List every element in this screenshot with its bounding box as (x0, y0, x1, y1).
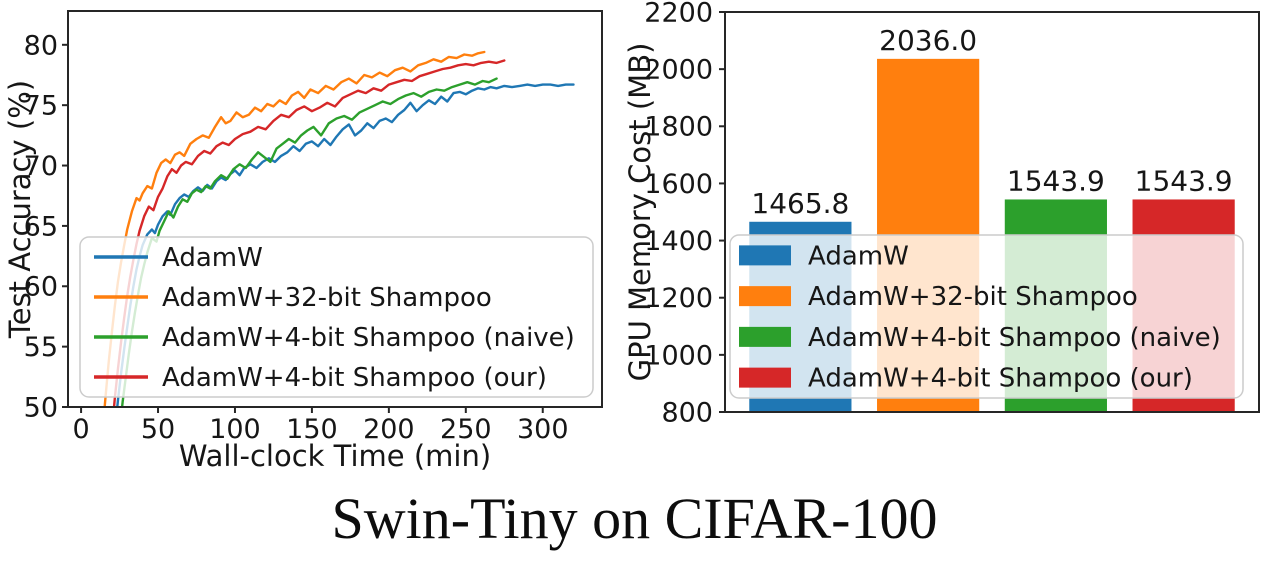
legend-patch-swatch (739, 326, 791, 347)
x-tick-label: 250 (440, 414, 492, 445)
legend-item-adamw-32-bit-shampoo: AdamW+32-bit Shampoo (94, 283, 492, 313)
legend-label: AdamW+4-bit Shampoo (naive) (808, 323, 1221, 353)
figure-title: Swin-Tiny on CIFAR-100 (331, 486, 938, 551)
legend-item-adamw: AdamW (94, 243, 263, 273)
series-line-adamw-32-bit-shampoo (103, 50, 486, 407)
y-tick-label: 60 (24, 272, 58, 303)
bar-value-label-adamw-32-bit-shampoo: 2036.0 (879, 24, 977, 57)
line-chart-legend: AdamW AdamW+32-bit Shampoo AdamW+4-bit Sha… (79, 236, 594, 398)
x-tick-label: 200 (363, 414, 415, 445)
y-tick-label: 55 (24, 332, 58, 363)
plot-frame (67, 10, 603, 408)
y-tick-label: 70 (24, 151, 58, 182)
legend-box (79, 236, 594, 398)
bar-value-label-adamw-4-bit-shampoo-naive: 1543.9 (1007, 164, 1105, 197)
x-tick-label: 0 (72, 414, 89, 445)
legend-label: AdamW+32-bit Shampoo (162, 283, 492, 313)
bar-value-label-adamw: 1465.8 (751, 187, 849, 220)
legend-patch-swatch (739, 367, 791, 388)
bar-chart: 800 1000 1200 1400 1600 1800 2000 2200 1465.8 203… (623, 0, 1260, 428)
legend-item-adamw-32-bit-shampoo: AdamW+32-bit Shampoo (739, 282, 1138, 312)
y-tick-label: 800 (661, 397, 713, 428)
legend-label: AdamW (162, 243, 263, 273)
legend-item-adamw-4-bit-shampoo-naive: AdamW+4-bit Shampoo (naive) (739, 323, 1221, 353)
y-axis-label: Test Accuracy (%) (3, 80, 37, 339)
y-tick-label: 1600 (644, 169, 713, 200)
legend-label: AdamW+4-bit Shampoo (our) (808, 364, 1193, 394)
y-tick-label: 1400 (644, 226, 713, 257)
x-tick-label: 150 (286, 414, 338, 445)
x-axis-label: Wall-clock Time (min) (179, 439, 491, 473)
y-tick-label: 1200 (644, 283, 713, 314)
x-tick-label: 100 (209, 414, 261, 445)
plot-frame (724, 11, 1260, 413)
y-tick-label: 2200 (644, 0, 713, 28)
y-tick-label: 50 (24, 392, 58, 423)
legend-item-adamw-4-bit-shampoo-our: AdamW+4-bit Shampoo (our) (94, 363, 547, 393)
y-axis-label: GPU Memory Cost (MB) (623, 43, 657, 382)
line-chart: 0 50 100 150 200 250 300 50 55 60 65 70 75 80 Wall-clo… (3, 10, 603, 473)
legend-item-adamw: AdamW (739, 241, 909, 271)
x-tick-label: 300 (517, 414, 569, 445)
y-tick-label: 1800 (644, 112, 713, 143)
y-tick-label: 75 (24, 91, 58, 122)
y-tick-label: 1000 (644, 340, 713, 371)
y-tick-label: 65 (24, 211, 58, 242)
legend-item-adamw-4-bit-shampoo-naive: AdamW+4-bit Shampoo (naive) (94, 323, 575, 353)
charts-canvas: 0 50 100 150 200 250 300 50 55 60 65 70 75 80 Wall-clo… (3, 0, 1260, 473)
legend-patch-swatch (739, 286, 791, 307)
legend-label: AdamW+4-bit Shampoo (naive) (162, 323, 575, 353)
y-tick-label: 80 (24, 30, 58, 61)
legend-label: AdamW (808, 241, 909, 271)
legend-label: AdamW+4-bit Shampoo (our) (162, 363, 547, 393)
series-line-adamw (116, 83, 575, 407)
legend-patch-swatch (739, 245, 791, 266)
x-tick-label: 50 (141, 414, 175, 445)
legend-item-adamw-4-bit-shampoo-our: AdamW+4-bit Shampoo (our) (739, 364, 1193, 394)
legend-box (729, 234, 1244, 399)
y-tick-label: 2000 (644, 55, 713, 86)
legend-label: AdamW+32-bit Shampoo (808, 282, 1138, 312)
bar-chart-legend: AdamW AdamW+32-bit Shampoo AdamW+4-bit Sha… (729, 234, 1244, 399)
series-line-adamw-4-bit-shampoo-our (112, 59, 506, 407)
bar-value-label-adamw-4-bit-shampoo-our: 1543.9 (1135, 164, 1233, 197)
